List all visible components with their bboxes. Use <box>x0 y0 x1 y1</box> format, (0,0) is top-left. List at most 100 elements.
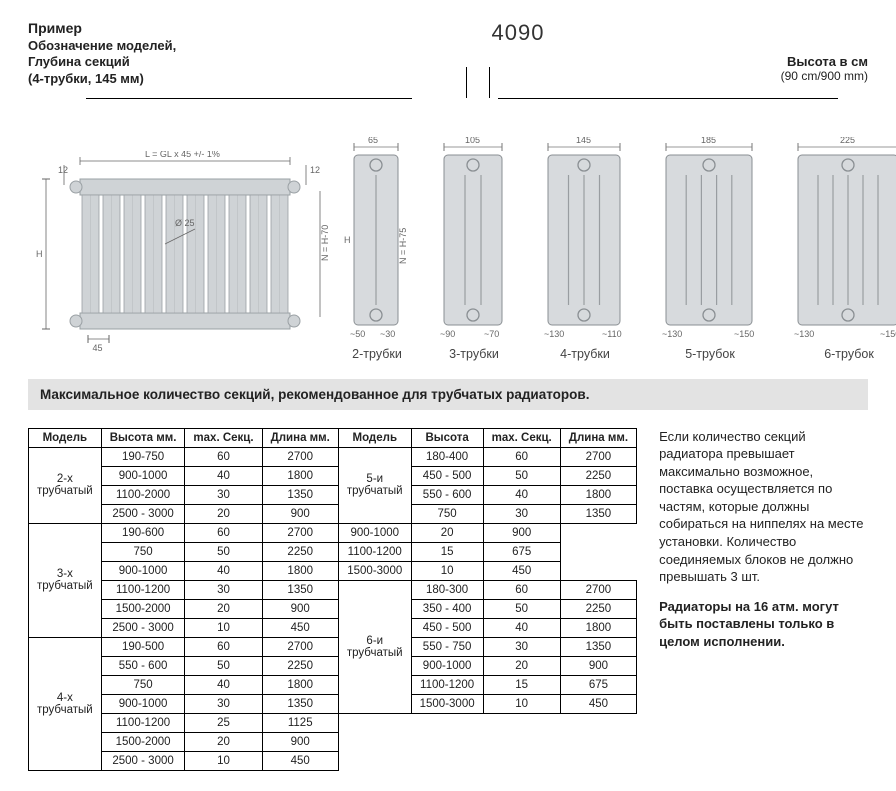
main-radiator-svg: 1212L = GL x 45 +/- 1%HN = H-70Ø 2545 <box>28 151 328 361</box>
table-cell: 550 - 600 <box>411 485 483 504</box>
table-cell: 20 <box>185 732 262 751</box>
svg-text:65: 65 <box>368 137 378 145</box>
svg-text:Ø 25: Ø 25 <box>175 218 195 228</box>
table-cell: 675 <box>560 675 636 694</box>
table-cell-empty <box>483 713 560 732</box>
variant-6: 225~130~1506-трубок <box>784 137 896 361</box>
table-cell: 1100-1200 <box>101 580 185 599</box>
table-cell: 40 <box>483 618 560 637</box>
svg-text:N = H-75: N = H-75 <box>398 227 408 263</box>
table-row: 900-1000401800450 - 500502250 <box>29 466 637 485</box>
table-cell-empty <box>338 732 411 751</box>
variant-label: 5-трубок <box>652 347 768 361</box>
model-number-block: 4090 <box>378 20 658 87</box>
table-cell: 550 - 750 <box>411 637 483 656</box>
table-row: 1100-1200251125 <box>29 713 637 732</box>
model-cell-left: 2-хтрубчатый <box>29 447 102 523</box>
table-cell: 750 <box>101 542 185 561</box>
height-label: Высота в см <box>668 54 868 69</box>
table-cell: 450 <box>560 694 636 713</box>
variant-2: 65HN = H-75~50~302-трубки <box>340 137 414 361</box>
example-line1: Обозначение моделей, <box>28 38 368 54</box>
table-row: 550 - 600502250900-100020900 <box>29 656 637 675</box>
table-cell: 900-1000 <box>101 694 185 713</box>
table-row: 1500-200020900 <box>29 732 637 751</box>
lower-row: МодельВысота мм.max. Секц.Длина мм.Модел… <box>28 428 868 771</box>
table-cell: 30 <box>185 694 262 713</box>
variant-diagrams: 65HN = H-75~50~302-трубки105~90~703-труб… <box>340 137 896 361</box>
model-cell-right: 6-итрубчатый <box>338 580 411 713</box>
table-cell: 50 <box>483 599 560 618</box>
table-cell: 2500 - 3000 <box>101 504 185 523</box>
table-cell: 450 <box>262 751 338 770</box>
table-cell: 2500 - 3000 <box>101 618 185 637</box>
table-cell-empty <box>411 732 483 751</box>
table-cell: 1500-2000 <box>101 599 185 618</box>
table-cell: 15 <box>483 675 560 694</box>
variant-label: 2-трубки <box>340 347 414 361</box>
table-cell: 10 <box>185 751 262 770</box>
table-cell: 900 <box>483 523 560 542</box>
table-cell: 1100-2000 <box>101 485 185 504</box>
table-cell: 1350 <box>560 637 636 656</box>
table-header: max. Секц. <box>483 428 560 447</box>
svg-text:~70: ~70 <box>484 329 499 339</box>
svg-text:145: 145 <box>576 137 591 145</box>
svg-text:105: 105 <box>465 137 480 145</box>
table-cell: 1500-3000 <box>338 561 411 580</box>
height-value: (90 cm/900 mm) <box>668 69 868 83</box>
svg-text:45: 45 <box>93 343 103 353</box>
table-header: max. Секц. <box>185 428 262 447</box>
table-row: 3-хтрубчатый190-600602700900-100020900 <box>29 523 637 542</box>
table-cell: 30 <box>483 637 560 656</box>
example-line3: (4-трубки, 145 мм) <box>28 71 368 87</box>
variant-label: 6-трубок <box>784 347 896 361</box>
svg-text:~150: ~150 <box>734 329 754 339</box>
model-number: 4090 <box>378 20 658 46</box>
notes-block: Если количество секций радиатора превыша… <box>659 428 868 771</box>
table-cell: 1500-3000 <box>411 694 483 713</box>
table-row: 2500 - 300010450 <box>29 751 637 770</box>
table-header: Высота мм. <box>101 428 185 447</box>
table-cell: 900-1000 <box>338 523 411 542</box>
table-cell: 1800 <box>560 485 636 504</box>
table-cell: 350 - 400 <box>411 599 483 618</box>
table-cell: 1800 <box>262 561 338 580</box>
table-cell: 40 <box>185 675 262 694</box>
variant-4: 145~130~1104-трубки <box>534 137 636 361</box>
table-cell: 10 <box>483 694 560 713</box>
table-cell: 60 <box>185 447 262 466</box>
table-cell: 900-1000 <box>101 561 185 580</box>
table-cell: 450 <box>483 561 560 580</box>
table-cell: 60 <box>185 637 262 656</box>
svg-text:~130: ~130 <box>794 329 814 339</box>
table-cell: 1500-2000 <box>101 732 185 751</box>
table-cell: 180-300 <box>411 580 483 599</box>
table-cell-empty <box>338 751 411 770</box>
table-cell-empty <box>560 732 636 751</box>
svg-text:~130: ~130 <box>662 329 682 339</box>
table-cell: 1125 <box>262 713 338 732</box>
variant-label: 4-трубки <box>534 347 636 361</box>
table-cell: 30 <box>185 580 262 599</box>
table-cell: 190-750 <box>101 447 185 466</box>
table-cell: 2700 <box>262 447 338 466</box>
table-header: Длина мм. <box>262 428 338 447</box>
table-cell: 50 <box>483 466 560 485</box>
table-cell: 20 <box>483 656 560 675</box>
table-cell: 2250 <box>262 542 338 561</box>
table-row: 1100-2000301350550 - 600401800 <box>29 485 637 504</box>
table-cell: 2700 <box>560 447 636 466</box>
header-row: Пример Обозначение моделей, Глубина секц… <box>28 20 868 87</box>
table-cell: 900 <box>262 732 338 751</box>
svg-text:~50: ~50 <box>350 329 365 339</box>
table-cell-empty <box>411 751 483 770</box>
table-cell: 750 <box>411 504 483 523</box>
table-row: 900-1000301350 1500-300010450 <box>29 694 637 713</box>
table-cell: 1350 <box>262 694 338 713</box>
notes-text-1: Если количество секций радиатора превыша… <box>659 428 868 586</box>
table-cell: 190-500 <box>101 637 185 656</box>
table-row: 2500 - 300020900750301350 <box>29 504 637 523</box>
table-cell: 2250 <box>560 466 636 485</box>
svg-text:12: 12 <box>310 165 320 175</box>
